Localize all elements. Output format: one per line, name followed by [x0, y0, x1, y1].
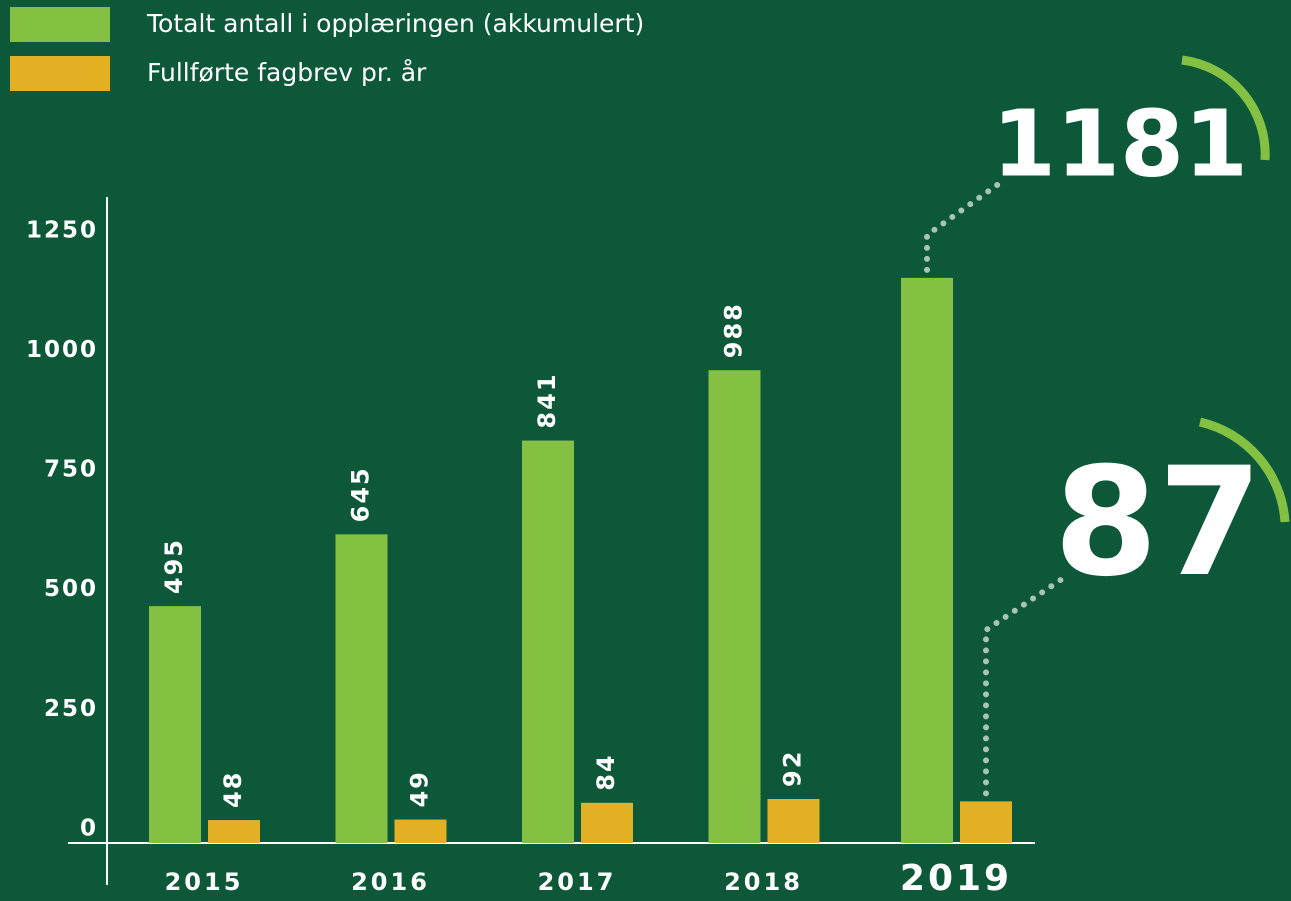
- value-label: 495: [160, 538, 188, 594]
- legend-label: Totalt antall i opplæringen (akkumulert): [146, 9, 644, 38]
- bar: [708, 370, 761, 843]
- connector: [983, 574, 1068, 797]
- callout-arc: [1181, 55, 1270, 161]
- legend-label: Fullførte fagbrev pr. år: [147, 58, 427, 87]
- value-label: 988: [720, 302, 748, 358]
- callout-arc: [1198, 417, 1290, 523]
- legend-swatch: [10, 7, 110, 42]
- value-label: 48: [219, 771, 247, 808]
- bar: [208, 820, 260, 843]
- y-tick-label: 0: [80, 816, 98, 842]
- x-tick-label: 2015: [165, 868, 244, 896]
- x-tick-label: 2018: [724, 868, 803, 896]
- bar: [901, 277, 953, 843]
- x-tick-label: 2017: [538, 868, 617, 896]
- y-tick-label: 1250: [26, 217, 98, 243]
- bar: [149, 606, 201, 843]
- value-label: 92: [779, 750, 807, 787]
- y-tick-label: 1000: [26, 337, 98, 363]
- x-tick-label: 2016: [351, 868, 430, 896]
- legend-swatch: [10, 56, 110, 91]
- connector: [924, 180, 1003, 273]
- bar: [522, 440, 574, 843]
- y-tick-label: 250: [44, 696, 98, 722]
- value-label: 49: [406, 770, 434, 807]
- y-tick-label: 500: [44, 576, 98, 602]
- bar: [394, 819, 447, 843]
- x-tick-label: 2019: [900, 858, 1012, 899]
- bar: [581, 802, 633, 843]
- value-label: 645: [347, 466, 375, 522]
- bar: [767, 798, 820, 843]
- value-label: 84: [592, 753, 620, 790]
- bar: [335, 534, 388, 843]
- bar: [960, 801, 1012, 843]
- y-tick-label: 750: [44, 457, 98, 483]
- callout-value: 87: [1054, 436, 1263, 610]
- value-label: 841: [533, 372, 561, 428]
- callout-value: 1181: [992, 90, 1248, 197]
